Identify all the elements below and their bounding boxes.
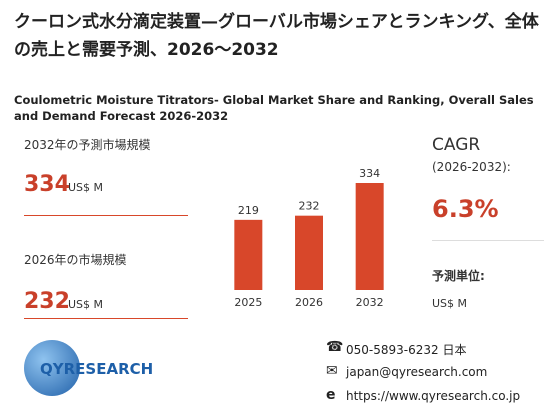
web-icon: e <box>326 387 336 403</box>
cagr-value: 6.3% <box>432 195 499 223</box>
current-value: 232 <box>24 289 70 314</box>
email[interactable]: japan@qyresearch.com <box>346 365 488 379</box>
divider <box>432 240 544 241</box>
x-tick-label: 2032 <box>356 296 384 309</box>
logo-text: QYRESEARCH <box>40 360 154 378</box>
divider <box>24 318 188 319</box>
current-label: 2026年の市場規模 <box>24 253 127 267</box>
website[interactable]: https://www.qyresearch.co.jp <box>346 389 521 403</box>
value-label: 219 <box>238 204 259 217</box>
bar <box>295 215 323 290</box>
unit-label: 予測単位: <box>432 269 485 283</box>
x-tick-label: 2026 <box>295 296 323 309</box>
x-tick-label: 2025 <box>234 296 262 309</box>
forecast-value: 334 <box>24 172 70 197</box>
value-label: 232 <box>299 200 320 213</box>
cagr-period: (2026-2032): <box>432 160 511 174</box>
unit-value: US$ M <box>432 297 468 310</box>
bar <box>234 219 263 290</box>
phone: 050-5893-6232 日本 <box>346 343 467 357</box>
divider <box>24 215 188 216</box>
forecast-label: 2032年の予測市場規模 <box>24 138 151 152</box>
logo-globe <box>24 340 80 396</box>
phone-icon: ☎ <box>326 339 344 355</box>
cagr-label: CAGR <box>432 135 481 155</box>
title: クーロン式水分滴定装置—グローバル市場シェアとランキング、全体の売上と需要予測、… <box>14 12 539 60</box>
forecast-unit: US$ M <box>68 181 104 194</box>
bar <box>355 183 384 290</box>
subtitle: Coulometric Moisture Titrators- Global M… <box>14 93 534 123</box>
mail-icon: ✉ <box>326 363 338 379</box>
value-label: 334 <box>359 167 380 180</box>
current-unit: US$ M <box>68 298 104 311</box>
